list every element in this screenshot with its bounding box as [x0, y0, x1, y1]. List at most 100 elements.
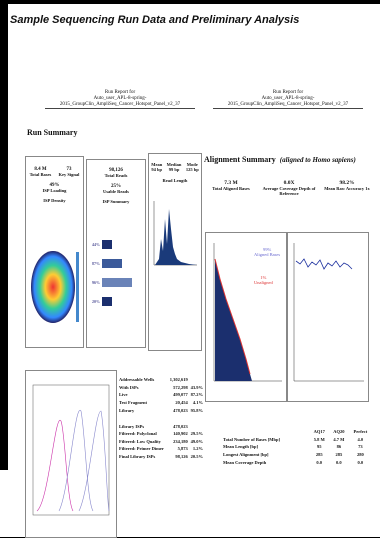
- isp-bar-label: 20%: [90, 299, 102, 304]
- table-cell: 572,298: [168, 384, 189, 392]
- metric: 7.3 MTotal Aligned Bases: [204, 180, 258, 196]
- table-cell: 4.0: [349, 436, 372, 444]
- coverage-label: Aligned Bases: [254, 252, 280, 257]
- length-histogram: [151, 199, 199, 269]
- isp-bar: [102, 278, 132, 287]
- table-cell: 20,454: [168, 399, 189, 407]
- section-subheading: (aligned to Homo sapiens): [280, 156, 356, 164]
- table-cell: 0.0: [309, 458, 329, 466]
- table-cell: 49.0%: [189, 438, 204, 446]
- table-cell: Library: [118, 406, 168, 414]
- table-cell: 140,902: [168, 430, 189, 438]
- table-row: Longest Alignment [bp]285285280: [222, 451, 372, 459]
- isp-bar-label: 87%: [90, 261, 102, 266]
- table-row: Library ISPs478,023: [118, 414, 204, 430]
- table-cell: 280: [349, 451, 372, 459]
- table-cell: 4.1%: [189, 399, 204, 407]
- title: Sample Sequencing Run Data and Prelimina…: [10, 14, 299, 26]
- table-cell: 29.5%: [189, 430, 204, 438]
- table-cell: 95.8%: [189, 406, 204, 414]
- table-cell: 0.0: [349, 458, 372, 466]
- table-row: Library478,02395.8%: [118, 406, 204, 414]
- table-cell: [189, 414, 204, 430]
- metric-label: Average Coverage Depth of Reference: [262, 186, 316, 196]
- isp-bar: [102, 297, 112, 306]
- length-panel: Mean94 bpMedian99 bpMode125 bp Read Leng…: [148, 153, 202, 351]
- table-cell: 20.5%: [189, 453, 204, 461]
- metric-label: Mean Raw Accuracy 1x: [320, 186, 374, 191]
- table-cell: [189, 376, 204, 384]
- reads-panel: 98,126 Total Reads 25% Usable Reads ISP …: [86, 159, 146, 348]
- table-cell: Filtered: Primer Dimer: [118, 445, 168, 453]
- isp-bar: [102, 259, 122, 268]
- isp-bar-row: 44%: [90, 240, 140, 249]
- isp-bar-label: 96%: [90, 280, 102, 285]
- metric-label: Total Bases: [30, 172, 52, 177]
- table-cell: 499,077: [168, 391, 189, 399]
- coverage-chart: [208, 239, 284, 389]
- section-heading: Run Summary: [27, 128, 77, 137]
- table-row: Final Library ISPs98,12620.5%: [118, 453, 204, 461]
- metric-label: ISP Loading: [26, 188, 83, 193]
- metric-label: Usable Reads: [87, 189, 145, 194]
- table-cell: 98,126: [168, 453, 189, 461]
- table-cell: Final Library ISPs: [118, 453, 168, 461]
- isp-bar-row: 96%: [90, 278, 140, 287]
- table-cell: 234,180: [168, 438, 189, 446]
- table-cell: Addressable Wells: [118, 376, 168, 384]
- isp-bar-row: 20%: [90, 297, 140, 306]
- quality-chart: [29, 381, 113, 526]
- table-cell: Live: [118, 391, 168, 399]
- accuracy-panel: [287, 232, 369, 402]
- table-row: Total Number of Bases [Mbp]5.8 M4.7 M4.0: [222, 436, 372, 444]
- chart-title: ISP Density: [26, 198, 83, 203]
- alignment-heading: Alignment Summary (aligned to Homo sapie…: [204, 149, 356, 167]
- report-header: Run Report forAuto_user_APL-8-spring-201…: [45, 90, 195, 109]
- chart-title: Read Length: [149, 178, 201, 183]
- wells-table: Addressable Wells1,302,619With ISPs572,2…: [118, 376, 204, 460]
- table-cell: 95: [309, 443, 329, 451]
- page: Sample Sequencing Run Data and Prelimina…: [0, 0, 380, 537]
- header-cell: Perfect: [349, 428, 372, 436]
- header-cell: AQ17: [309, 428, 329, 436]
- metric-label: Key Signal: [59, 172, 80, 177]
- section-heading: Alignment Summary: [204, 155, 276, 164]
- table-cell: 0.0: [329, 458, 349, 466]
- table-cell: Library ISPs: [118, 414, 168, 430]
- isp-bar-row: 87%: [90, 259, 140, 268]
- report-name: Auto_user_APL-8-spring-2015_GroupClin_Am…: [213, 96, 363, 108]
- table-cell: Filtered: Low Quality: [118, 438, 168, 446]
- table-cell: Longest Alignment [bp]: [222, 451, 309, 459]
- metric-value: 125 bp: [186, 167, 199, 172]
- metric-label: Total Reads: [87, 173, 145, 178]
- isp-bar: [102, 240, 112, 249]
- table-cell: 5,873: [168, 445, 189, 453]
- table-cell: 285: [329, 451, 349, 459]
- table-cell: 4.7 M: [329, 436, 349, 444]
- coverage-label: Unaligned: [254, 280, 273, 285]
- document: Sample Sequencing Run Data and Prelimina…: [8, 4, 380, 537]
- isp-bar-label: 44%: [90, 242, 102, 247]
- table-cell: With ISPs: [118, 384, 168, 392]
- header-cell: AQ20: [329, 428, 349, 436]
- table-cell: 478,023: [168, 406, 189, 414]
- metric-value: 99 bp: [167, 167, 182, 172]
- table-cell: 478,023: [168, 414, 189, 430]
- metric-label: Total Aligned Bases: [204, 186, 258, 191]
- report-name: Auto_user_APL-8-spring-2015_GroupClin_Am…: [45, 96, 195, 108]
- table-cell: Mean Coverage Depth: [222, 458, 309, 466]
- accuracy-chart: [290, 239, 366, 389]
